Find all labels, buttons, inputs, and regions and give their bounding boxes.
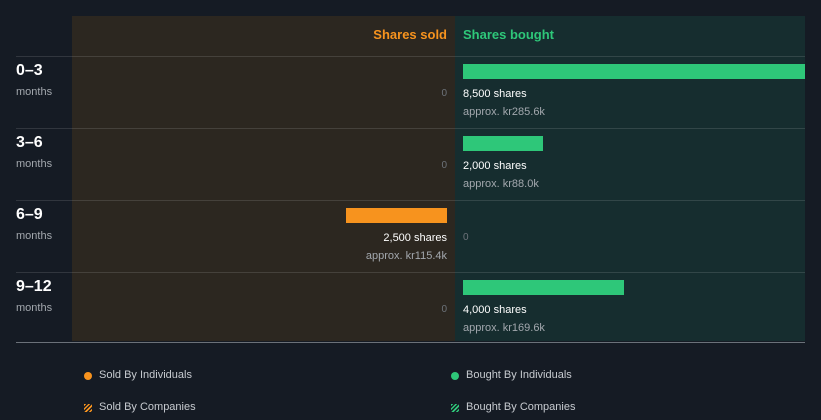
shares-sold-header: Shares sold [373, 27, 447, 42]
legend-item: Bought By Companies [451, 401, 575, 414]
row-divider [16, 272, 805, 273]
sold-shares-label: 2,500 shares [383, 232, 447, 244]
bought-zero-label: 0 [463, 232, 469, 243]
sold-panel [72, 16, 455, 341]
sold-approx-label: approx. kr115.4k [365, 250, 447, 262]
bought-approx-label: approx. kr88.0k [463, 178, 539, 190]
bought-bar [463, 136, 543, 151]
bought-bar [463, 64, 805, 79]
legend-hatch-icon [84, 403, 92, 412]
legend-label: Bought By Companies [466, 401, 576, 413]
period-unit-label: months [16, 86, 53, 98]
shares-bought-header: Shares bought [463, 27, 555, 42]
period-unit-label: months [16, 302, 53, 314]
period-label: 9–12 [16, 278, 52, 295]
legend-item: Sold By Companies [84, 401, 196, 414]
period-label: 3–6 [16, 134, 43, 151]
period-label: 0–3 [16, 62, 43, 79]
legend-dot-icon [451, 371, 459, 380]
bought-bar [463, 280, 624, 295]
sold-zero-label: 0 [441, 304, 447, 315]
period-unit-label: months [16, 230, 53, 242]
legend-item: Bought By Individuals [451, 369, 572, 382]
bought-shares-label: 8,500 shares [463, 88, 527, 100]
row-divider [16, 200, 805, 201]
legend-dot-icon [84, 371, 92, 380]
sold-zero-label: 0 [441, 160, 447, 171]
legend-label: Sold By Companies [99, 401, 196, 413]
sold-zero-label: 0 [441, 88, 447, 99]
row-divider [16, 128, 805, 129]
bought-shares-label: 2,000 shares [463, 160, 527, 172]
row-divider [16, 56, 805, 57]
chart-baseline [16, 342, 805, 343]
bought-shares-label: 4,000 shares [463, 304, 527, 316]
period-unit-label: months [16, 158, 53, 170]
sold-bar [346, 208, 447, 223]
period-label: 6–9 [16, 206, 43, 223]
legend-label: Sold By Individuals [99, 369, 192, 381]
bought-approx-label: approx. kr285.6k [463, 106, 545, 118]
legend-hatch-icon [451, 403, 459, 412]
bought-approx-label: approx. kr169.6k [463, 322, 545, 334]
legend-label: Bought By Individuals [466, 369, 572, 381]
legend-item: Sold By Individuals [84, 369, 192, 382]
